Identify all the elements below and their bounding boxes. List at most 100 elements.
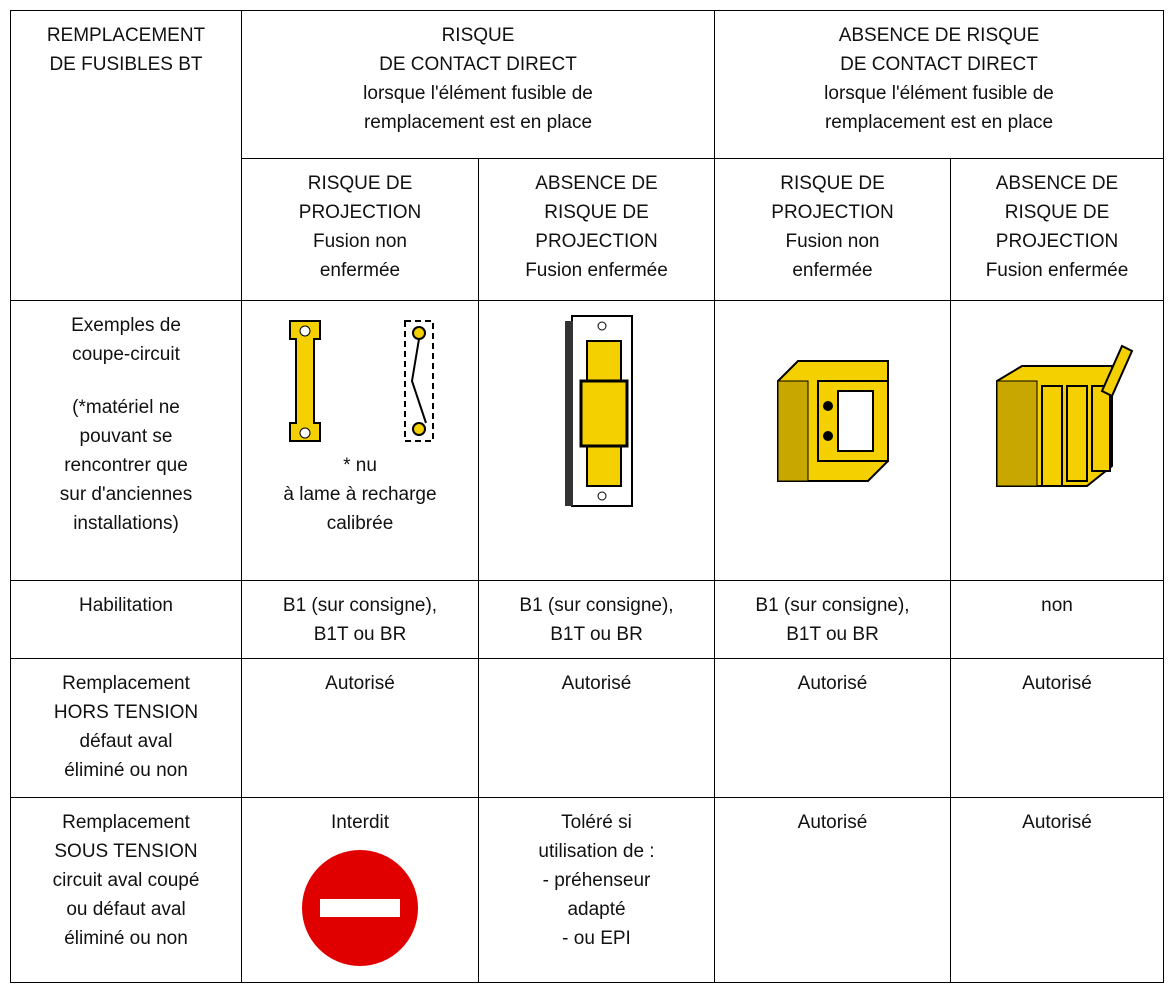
row-label: Remplacement SOUS TENSION circuit aval cou… (10, 797, 242, 983)
text-line: enfermée (319, 260, 401, 281)
icon (564, 315, 633, 507)
fuse-table: REMPLACEMENT DE FUSIBLES BT RISQUE DE CONTA… (10, 10, 1164, 983)
value-cell: non (950, 580, 1164, 659)
spacer (13, 369, 239, 393)
text-line: Autorisé (1022, 673, 1092, 694)
text-line: rencontrer que (64, 455, 188, 476)
text-line: PROJECTION (995, 231, 1119, 252)
sub-header: ABSENCE DE RISQUE DE PROJECTION Fusion enfe… (478, 158, 715, 301)
value-cell: Autorisé (950, 797, 1164, 983)
text-line: éliminé ou non (64, 760, 188, 781)
text-line: (*matériel ne (72, 397, 180, 418)
text-line: Autorisé (561, 673, 632, 694)
example-cell: * nu à lame à recharge calibrée (241, 300, 479, 581)
value-cell: Autorisé (950, 658, 1164, 798)
text-line: enfermée (792, 260, 873, 281)
illustration (481, 311, 712, 511)
text-line: SOUS TENSION (54, 841, 198, 862)
text-line: remplacement est en place (363, 112, 593, 133)
table-row: REMPLACEMENT DE FUSIBLES BT RISQUE DE CONTA… (10, 10, 1164, 301)
text-line: adapté (567, 899, 626, 920)
value-cell: B1 (sur consigne), B1T ou BR (478, 580, 715, 659)
row-label: Remplacement HORS TENSION défaut aval élimi… (10, 658, 242, 798)
text-line: DE CONTACT DIRECT (840, 54, 1038, 75)
value-cell: B1 (sur consigne), B1T ou BR (241, 580, 479, 659)
example-cell (478, 300, 715, 581)
text-line: calibrée (326, 513, 394, 534)
text-line: coupe-circuit (72, 344, 180, 365)
icon (302, 850, 418, 966)
text-line: RISQUE (441, 25, 515, 46)
illustration (717, 311, 948, 511)
row-label: Habilitation (10, 580, 242, 659)
text-line: Fusion non (785, 231, 880, 252)
group-header: RISQUE DE CONTACT DIRECT lorsque l'élément… (241, 10, 715, 159)
illustration (244, 843, 476, 973)
text-line: B1T ou BR (550, 624, 643, 645)
value-cell: Autorisé (241, 658, 479, 798)
text-line: Autorisé (325, 673, 395, 694)
icon (776, 360, 889, 482)
table-row: Remplacement SOUS TENSION circuit aval cou… (10, 797, 1164, 983)
text-line: Autorisé (797, 812, 868, 833)
value-cell: Interdit (241, 797, 479, 983)
text-line: B1 (sur consigne), (282, 595, 438, 616)
table-row: Exemples de coupe-circuit (*matériel ne pou… (10, 300, 1164, 581)
text-line: RISQUE DE (780, 173, 885, 194)
group-header: ABSENCE DE RISQUE DE CONTACT DIRECT lorsqu… (714, 10, 1164, 159)
example-cell (950, 300, 1164, 581)
text-line: B1 (sur consigne), (519, 595, 674, 616)
text-line: HORS TENSION (53, 702, 199, 723)
text-line: Interdit (330, 812, 390, 833)
text-line: remplacement est en place (824, 112, 1054, 133)
text-line: ABSENCE DE (995, 173, 1119, 194)
text-line: REMPLACEMENT (46, 25, 206, 46)
text-line: PROJECTION (298, 202, 422, 223)
text-line: non (1041, 595, 1073, 616)
table-row: Habilitation B1 (sur consigne), B1T ou BR B… (10, 580, 1164, 659)
text-line: PROJECTION (535, 231, 658, 252)
text-line: ABSENCE DE (535, 173, 658, 194)
illustration (244, 311, 476, 451)
text-line: B1T ou BR (786, 624, 879, 645)
text-line: lorsque l'élément fusible de (824, 83, 1054, 104)
text-line: PROJECTION (771, 202, 894, 223)
text-line: ou défaut aval (66, 899, 186, 920)
text-line: - préhenseur (542, 870, 651, 891)
value-cell: Autorisé (714, 797, 951, 983)
text-line: B1T ou BR (313, 624, 407, 645)
text-line: * nu (343, 455, 377, 476)
corner-cell: REMPLACEMENT DE FUSIBLES BT (10, 10, 242, 301)
text-line: ABSENCE DE RISQUE (838, 25, 1040, 46)
row-label: Exemples de coupe-circuit (*matériel ne pou… (10, 300, 242, 581)
text-line: Autorisé (797, 673, 868, 694)
value-cell: Autorisé (478, 658, 715, 798)
text-line: RISQUE DE (1004, 202, 1110, 223)
table-row: Remplacement HORS TENSION défaut aval élimi… (10, 658, 1164, 798)
text-line: défaut aval (79, 731, 173, 752)
text-line: RISQUE DE (307, 173, 413, 194)
text-line: - ou EPI (562, 928, 631, 949)
text-line: éliminé ou non (64, 928, 188, 949)
example-cell (714, 300, 951, 581)
text-line: Fusion enfermée (525, 260, 668, 281)
sub-header: ABSENCE DE RISQUE DE PROJECTION Fusion enfe… (950, 158, 1164, 301)
text-line: Toléré si (561, 812, 632, 833)
text-line: lorsque l'élément fusible de (363, 83, 593, 104)
text-line: RISQUE DE (544, 202, 649, 223)
value-cell: Toléré si utilisation de : - préhenseur ada… (478, 797, 715, 983)
value-cell: Autorisé (714, 658, 951, 798)
text-line: utilisation de : (538, 841, 655, 862)
text-line: à lame à recharge (283, 484, 437, 505)
text-line: B1 (sur consigne), (755, 595, 910, 616)
value-cell: B1 (sur consigne), B1T ou BR (714, 580, 951, 659)
text-line: DE CONTACT DIRECT (379, 54, 577, 75)
text-line: Exemples de (71, 315, 181, 336)
icon (289, 320, 434, 442)
sub-header: RISQUE DE PROJECTION Fusion non enfermée (714, 158, 951, 301)
icon (996, 344, 1134, 487)
text-line: DE FUSIBLES BT (49, 54, 203, 75)
text-line: installations) (73, 513, 179, 534)
sub-header: RISQUE DE PROJECTION Fusion non enfermée (241, 158, 479, 301)
